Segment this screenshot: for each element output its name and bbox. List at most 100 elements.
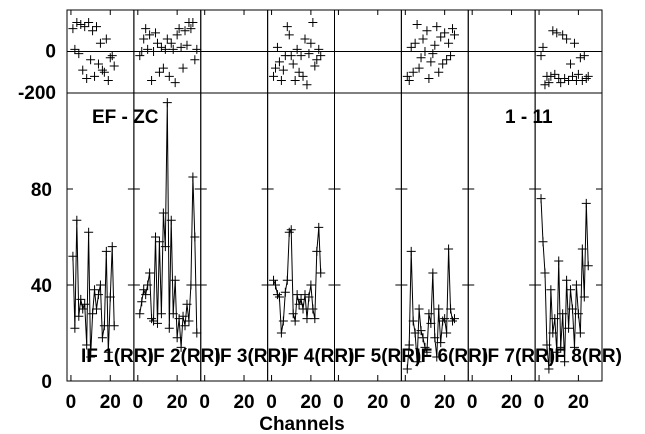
amp-point [95,280,105,290]
amp-point [312,246,322,256]
phase-point [154,67,164,77]
phase-point [103,76,113,86]
phase-point [290,76,300,86]
phase-point [562,34,572,44]
amp-series-line [139,102,198,348]
amp-series-line [540,198,589,370]
amp-point [141,290,151,300]
baseline-label: EF - ZC [92,107,159,128]
phase-point [306,38,316,48]
phase-point [158,63,168,73]
amp-point [88,309,98,319]
phase-point [162,34,172,44]
amp-point [145,268,155,278]
amp-frame [334,92,402,382]
amp-point [103,347,113,357]
phase-point [278,65,288,75]
phase-point [564,76,574,86]
amp-point [420,342,430,352]
phase-point [569,38,579,48]
amp-point [540,268,550,278]
phase-point [410,38,420,48]
amp-point [536,194,546,204]
phase-point [449,30,459,40]
panel-label: IF 5(RR) [349,346,422,367]
amp-point [151,232,161,242]
x-tick-label: 0 [66,392,77,413]
phase-point [284,30,294,40]
amp-point [107,242,117,252]
amp-point [430,333,440,343]
x-tick-label: 20 [568,392,589,413]
phase-point [143,44,153,54]
amp-point [82,340,92,350]
x-tick-label: 20 [233,392,254,413]
phase-point [145,30,155,40]
amp-point [573,309,583,319]
phase-point [139,34,149,44]
phase-point [74,49,84,59]
amp-point [402,364,412,374]
phase-point [82,73,92,83]
amp-frame [267,92,335,382]
amp-point [168,309,178,319]
amp-point [156,309,166,319]
x-tick-label: 20 [434,392,455,413]
phase-point [288,59,298,69]
amp-point [449,314,459,324]
amp-point [93,290,103,300]
x-tick-label: 0 [266,392,277,413]
amp-frame [534,92,603,382]
phase-point [424,73,434,83]
amp-point [270,280,280,290]
amp-point [564,323,574,333]
phase-point [418,34,428,44]
amp-point [571,280,581,290]
amp-point [188,172,198,182]
amp-point [80,299,90,309]
phase-tick-label: -200 [18,83,56,104]
amp-point [448,316,458,326]
panel-label: IF 3(RR) [215,346,288,367]
amp-point [152,318,162,328]
amp-point [78,304,88,314]
amp-point [567,304,577,314]
amp-point [180,321,190,331]
phase-point [436,32,446,42]
panel-if-3: IF 3(RR) [200,9,288,382]
phase-point [552,28,562,38]
phase-point [105,53,115,63]
amp-point [70,323,80,333]
amp-tick-label: 40 [31,276,52,297]
amp-point [438,316,448,326]
phase-point [92,22,102,32]
amp-point [308,304,318,314]
phase-point [432,22,442,32]
amp-point [410,328,420,338]
amp-point [550,314,560,324]
amp-point [274,292,284,302]
amp-point [416,326,426,336]
phase-point [151,28,161,38]
x-tick-label: 0 [400,392,411,413]
phase-point [402,71,412,81]
amp-point [99,321,109,331]
amp-point [84,227,94,237]
phase-point [296,51,306,61]
phase-point [540,80,550,90]
phase-point [308,17,318,27]
phase-point [581,73,591,83]
amp-point [442,328,452,338]
phase-point [137,47,147,56]
phase-point [78,65,88,75]
phase-point [286,51,296,61]
amp-point [294,299,304,309]
phase-point [99,67,109,77]
phase-point [90,71,100,81]
phase-point [72,17,82,27]
phase-point [182,40,192,50]
amp-point [154,237,164,247]
amp-point [428,268,438,278]
amp-point [278,316,288,326]
amp-point [432,352,442,362]
